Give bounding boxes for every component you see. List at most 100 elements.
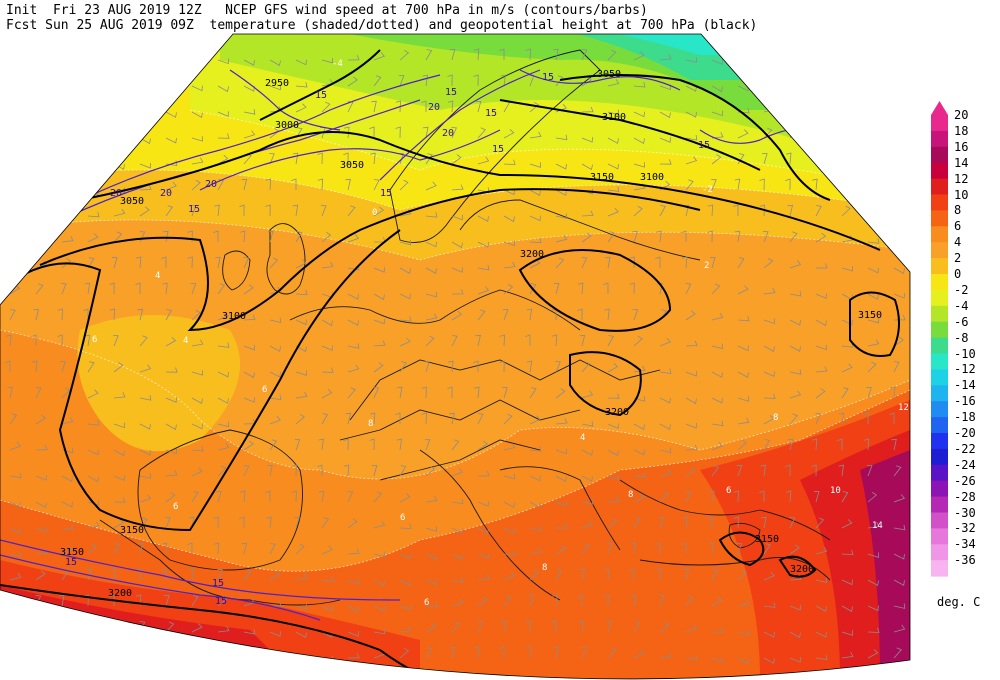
geopotential-contours: [0, 49, 900, 679]
colorbar-level-label: 14: [954, 155, 969, 170]
contour-labels: 3050 3100 3150 3200 3150 3200 3150 3200 …: [60, 59, 909, 608]
wind-label: 15: [542, 72, 554, 83]
wind-barb: [707, 204, 714, 217]
wind-barb: [633, 137, 645, 145]
wind-label: 15: [485, 108, 497, 119]
wind-barb: [373, 491, 383, 503]
wind-barb: [451, 598, 464, 607]
wind-labels: 15 20 15 20 20 15 20 15 15 15 20 15 15 1…: [65, 72, 710, 607]
wind-barb: [607, 186, 620, 192]
colorbar-level-label: -6: [954, 314, 969, 329]
wind-barb: [399, 267, 411, 275]
wind-barb: [893, 336, 904, 347]
wind-barb: [243, 59, 255, 66]
wind-barb: [269, 59, 281, 67]
colorbar-level-label: -22: [954, 441, 976, 456]
wind-barb: [217, 154, 229, 165]
wind-barb: [815, 101, 824, 113]
wind-barb: [711, 420, 724, 427]
wind-barb: [763, 83, 776, 90]
wind-barb: [31, 620, 38, 633]
wind-barb: [86, 49, 93, 61]
wind-barb: [373, 293, 385, 301]
wind-barb: [295, 259, 307, 269]
wind-barb: [841, 605, 853, 613]
wind-barb: [139, 50, 150, 61]
wind-barb: [111, 256, 118, 269]
wind-barb: [606, 620, 612, 633]
wind-barb: [867, 179, 875, 191]
colorbar-swatch: [931, 305, 948, 323]
wind-barb: [240, 490, 246, 503]
wind-barb: [9, 158, 22, 165]
wind-barb: [529, 446, 542, 452]
wind-barb: [503, 550, 516, 556]
wind-barb: [399, 604, 411, 610]
wind-barb: [893, 494, 906, 503]
wind-barb: [838, 412, 845, 425]
wind-barb: [113, 543, 120, 555]
wind-barb: [477, 241, 489, 248]
wind-barb: [603, 594, 609, 607]
wind-barb: [526, 308, 533, 321]
wind-barb: [815, 319, 827, 327]
wind-barb: [215, 256, 221, 269]
wind-barb: [503, 159, 516, 165]
wind-barb: [295, 319, 307, 326]
wind-barb: [528, 595, 535, 607]
wind-barb: [785, 178, 791, 191]
wind-barb: [503, 501, 515, 508]
wind-barb: [581, 137, 593, 143]
wind-barb: [187, 542, 193, 554]
wind-barb: [317, 178, 324, 191]
wind-barb: [841, 205, 851, 217]
wind-barb: [295, 103, 307, 113]
wind-barb: [604, 308, 610, 321]
wind-barb: [9, 215, 21, 223]
wind-barb: [555, 134, 568, 141]
wind-barb: [321, 605, 333, 612]
temp-pocket-atlantic: [77, 315, 240, 452]
wind-barb: [893, 603, 906, 609]
wind-barb: [733, 516, 739, 529]
wind-barb: [139, 206, 150, 217]
wind-barb: [685, 655, 698, 661]
wind-barb: [347, 605, 359, 613]
wind-barb: [659, 54, 672, 61]
height-label: 3150: [590, 172, 614, 183]
wind-barb: [31, 48, 37, 61]
wind-barb: [343, 152, 349, 165]
colorbar-level-label: 10: [954, 187, 969, 202]
wind-barb: [632, 231, 639, 243]
wind-barb: [61, 524, 74, 530]
wind-barb: [633, 205, 643, 217]
wind-barb: [737, 417, 750, 425]
wind-barb: [399, 239, 412, 246]
wind-barb: [891, 74, 898, 87]
wind-barb: [737, 315, 750, 322]
colorbar-swatch: [931, 417, 948, 434]
wind-barb: [763, 393, 776, 399]
wind-barb: [503, 413, 513, 425]
wind-barb: [321, 545, 333, 555]
wind-barb: [269, 657, 281, 665]
wind-barb: [241, 178, 248, 191]
wind-label: 15: [315, 90, 327, 101]
wind-barb: [449, 412, 455, 425]
wind-barb: [295, 543, 305, 555]
colorbar-swatch: [931, 401, 948, 418]
wind-barb: [529, 101, 539, 113]
wind-barb: [399, 465, 407, 477]
wind-barb: [890, 386, 896, 399]
wind-barb: [477, 127, 486, 139]
wind-barb: [579, 334, 586, 347]
colorbar-swatch: [931, 321, 948, 339]
wind-barb: [35, 189, 47, 196]
wind-barb: [191, 157, 204, 165]
wind-barb: [243, 628, 256, 635]
wind-barb: [607, 362, 619, 373]
wind-barb: [711, 371, 723, 378]
wind-barb: [347, 491, 354, 503]
wind-barb: [503, 240, 515, 246]
height-label: 3150: [755, 534, 779, 545]
